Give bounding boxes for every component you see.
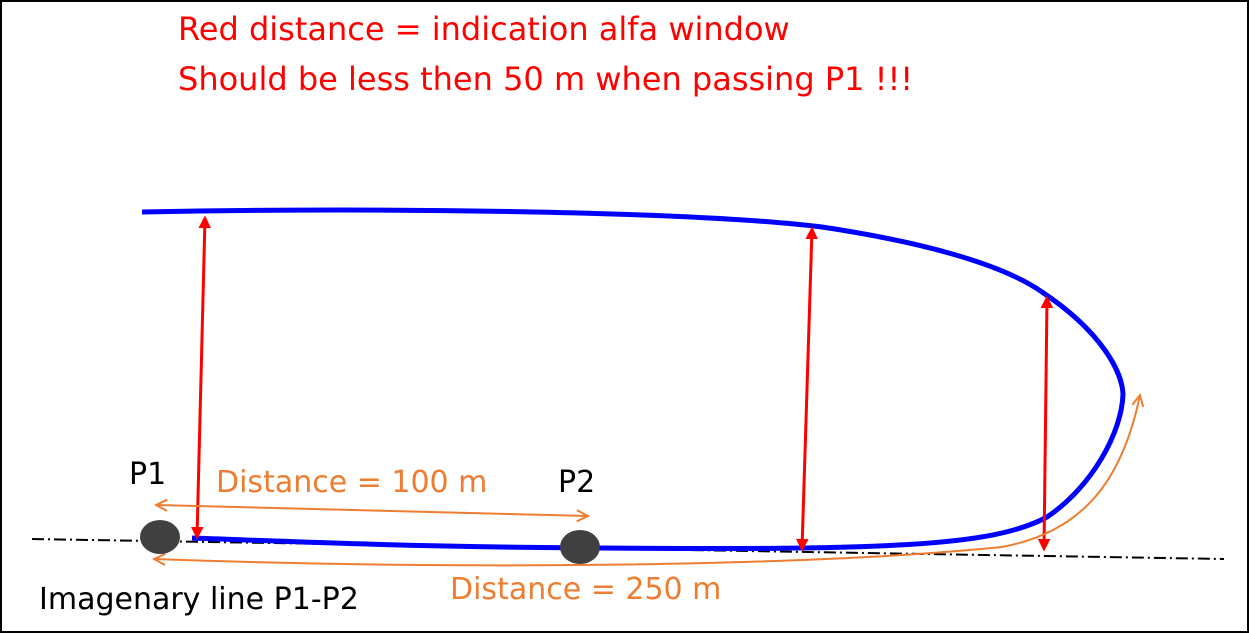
point-p1-label: P1	[129, 457, 167, 492]
point-p1	[140, 520, 180, 554]
imaginary-line-label: Imagenary line P1-P2	[39, 582, 359, 617]
distance-path-label: Distance = 250 m	[450, 572, 722, 607]
title-line-2: Should be less then 50 m when passing P1…	[178, 60, 914, 98]
distance-arrow-path	[154, 395, 1140, 567]
window-arrow-3	[1037, 295, 1054, 552]
distance-arrow-p1-p2	[156, 505, 588, 516]
point-p2-label: P2	[558, 465, 596, 500]
title-line-1: Red distance = indication alfa window	[178, 10, 790, 48]
distance-p1-p2-label: Distance = 100 m	[216, 465, 488, 500]
window-arrow-2	[796, 226, 818, 552]
point-p2	[560, 530, 600, 564]
window-arrow-1	[190, 215, 212, 540]
